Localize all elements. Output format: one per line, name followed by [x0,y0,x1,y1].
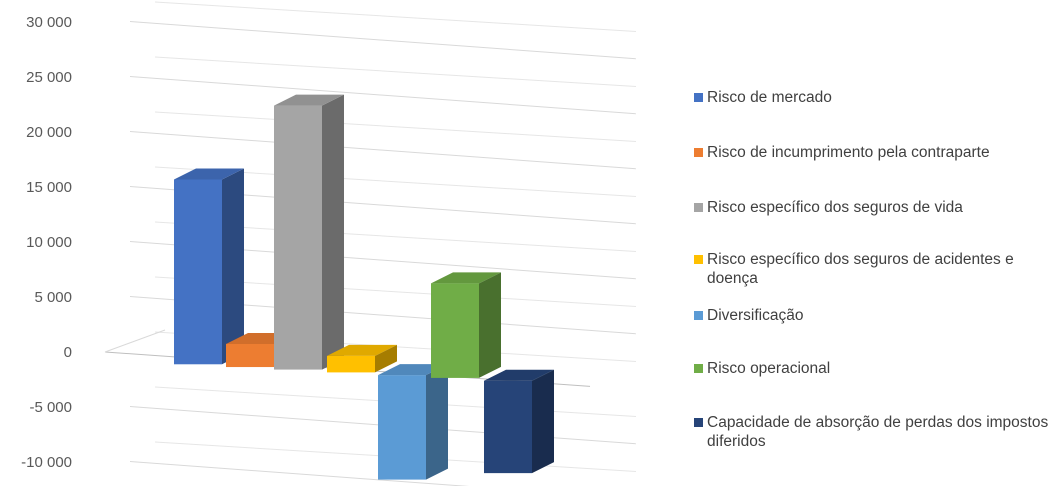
y-tick-label: 20 000 [26,124,72,141]
legend-item: Capacidade de absorção de perdas dos imp… [694,413,1057,451]
bar-front-face [174,179,222,365]
legend-swatch [694,418,703,427]
bar [484,369,554,474]
bar-side-face [479,272,501,378]
legend-item: Risco específico dos seguros de vida [694,198,1057,217]
gridline [129,131,637,170]
y-tick-label: 25 000 [26,69,72,86]
legend-swatch [694,148,703,157]
bar-side-face [426,364,448,480]
y-tick-label: -5 000 [29,399,72,416]
legend-item: Risco operacional [694,359,1057,378]
legend-label: Risco operacional [707,360,831,377]
bar-front-face [378,375,426,480]
legend-swatch [694,311,703,320]
y-tick-label: 15 000 [26,179,72,196]
y-tick-label: -10 000 [21,454,72,471]
y-tick-label: 5 000 [34,289,72,306]
legend-label: Risco específico dos seguros de acidente… [707,251,1014,287]
bar-top-face [378,364,448,376]
legend-label: Risco de incumprimento pela contraparte [707,144,990,161]
y-tick-label: 10 000 [26,234,72,251]
bar-side-face [532,369,554,474]
gridline [129,21,637,60]
bar-side-face [375,344,397,373]
bar-top-face [174,168,244,180]
bar-top-face [431,272,501,284]
legend-swatch [694,203,703,212]
legend-item: Diversificação [694,306,1057,325]
bar [431,272,501,378]
bar-side-face [322,94,344,370]
bar [274,94,344,370]
bar [378,364,448,480]
bar-side-face [222,168,244,365]
legend-item: Risco específico dos seguros de acidente… [694,250,1057,288]
bar [327,344,397,373]
chart: -10 000 -5 000 0 5 000 10 000 15 000 20 000 25 … [21,1,637,486]
legend-swatch [694,255,703,264]
bar-front-face [226,343,274,368]
bar [174,168,244,365]
y-tick-label: 30 000 [26,14,72,31]
bar-front-face [327,355,375,373]
bar-top-face [484,369,554,381]
bar-front-face [274,105,322,370]
legend-swatch [694,364,703,373]
back-gridline [154,111,637,142]
legend-swatch [694,93,703,102]
legend-label: Risco específico dos seguros de vida [707,199,963,216]
gridline [129,461,470,486]
legend-label: Risco de mercado [707,89,832,106]
bar-front-face [431,283,479,378]
bar-top-face [274,94,344,106]
gridline [129,76,637,115]
back-gridline [154,56,637,87]
legend-item: Risco de mercado [694,88,1057,107]
legend-item: Risco de incumprimento pela contraparte [694,143,1057,162]
bar-top-face [327,344,397,356]
bar-front-face [484,380,532,474]
back-gridline [154,1,637,32]
floor-edge [104,329,166,353]
y-tick-label: 0 [64,344,72,361]
legend-label: Diversificação [707,307,804,324]
legend-label: Capacidade de absorção de perdas dos imp… [707,414,1049,450]
